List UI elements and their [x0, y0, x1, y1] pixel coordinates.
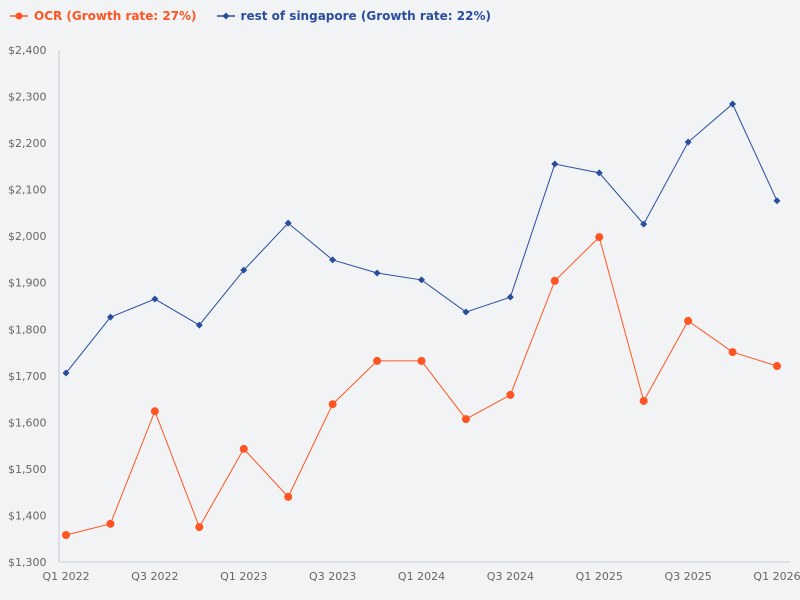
data-point [550, 276, 559, 285]
diamond-marker-icon [216, 12, 235, 20]
y-tick-label: $2,200 [8, 137, 47, 150]
x-tick-label: Q1 2022 [42, 570, 89, 583]
data-point [239, 444, 248, 453]
y-tick-label: $1,300 [8, 556, 47, 569]
legend-label-rest-of-singapore: rest of singapore (Growth rate: 22%) [240, 9, 491, 23]
legend-label-ocr: OCR (Growth rate: 27%) [34, 9, 197, 23]
y-tick-label: $1,800 [8, 323, 47, 336]
series-line-1 [65, 103, 778, 374]
data-point [329, 256, 337, 264]
data-point [106, 519, 115, 528]
data-point [373, 356, 382, 365]
y-tick-label: $1,500 [8, 463, 47, 476]
data-point [150, 407, 159, 416]
data-point [551, 160, 559, 168]
x-tick-label: Q1 2023 [220, 570, 267, 583]
data-point [640, 220, 648, 228]
x-tick-label: Q3 2022 [131, 570, 178, 583]
x-tick-label: Q3 2025 [665, 570, 712, 583]
y-tick-label: $2,300 [8, 91, 47, 104]
data-point [106, 313, 114, 321]
circle-marker-icon [10, 12, 28, 20]
legend-item-rest-of-singapore[interactable]: rest of singapore (Growth rate: 22%) [216, 9, 491, 23]
data-point [728, 348, 737, 357]
data-point [195, 523, 204, 532]
x-tick-label: Q3 2024 [487, 570, 534, 583]
data-point [151, 295, 159, 303]
x-tick-label: Q1 2024 [398, 570, 445, 583]
data-point [684, 316, 693, 325]
legend: OCR (Growth rate: 27%) rest of singapore… [10, 9, 491, 23]
data-point [284, 492, 293, 501]
x-tick-label: Q1 2025 [576, 570, 623, 583]
data-point [506, 293, 514, 301]
data-point [373, 269, 381, 277]
y-tick-label: $2,000 [8, 230, 47, 243]
data-point [729, 100, 737, 108]
data-point [773, 362, 781, 371]
y-tick-label: $2,400 [8, 44, 47, 57]
y-tick-label: $2,100 [8, 184, 47, 197]
data-point [417, 356, 426, 365]
x-tick-label: Q3 2023 [309, 570, 356, 583]
y-tick-label: $1,700 [8, 370, 47, 383]
data-point [240, 266, 248, 274]
data-point [462, 308, 470, 316]
data-point [418, 276, 425, 284]
data-point [595, 169, 603, 177]
x-tick-label: Q1 2026 [753, 570, 800, 583]
data-point [62, 369, 70, 377]
data-point [328, 400, 337, 409]
data-point [684, 138, 692, 146]
data-point [461, 415, 470, 424]
data-point [773, 197, 781, 205]
y-tick-label: $1,400 [8, 509, 47, 522]
data-point [62, 531, 70, 540]
y-tick-label: $1,900 [8, 277, 47, 290]
legend-item-ocr[interactable]: OCR (Growth rate: 27%) [10, 9, 197, 23]
data-point [595, 233, 604, 242]
data-point [506, 390, 515, 399]
data-point [639, 396, 648, 405]
data-point [195, 321, 203, 329]
y-tick-label: $1,600 [8, 416, 47, 429]
data-point [284, 219, 292, 227]
